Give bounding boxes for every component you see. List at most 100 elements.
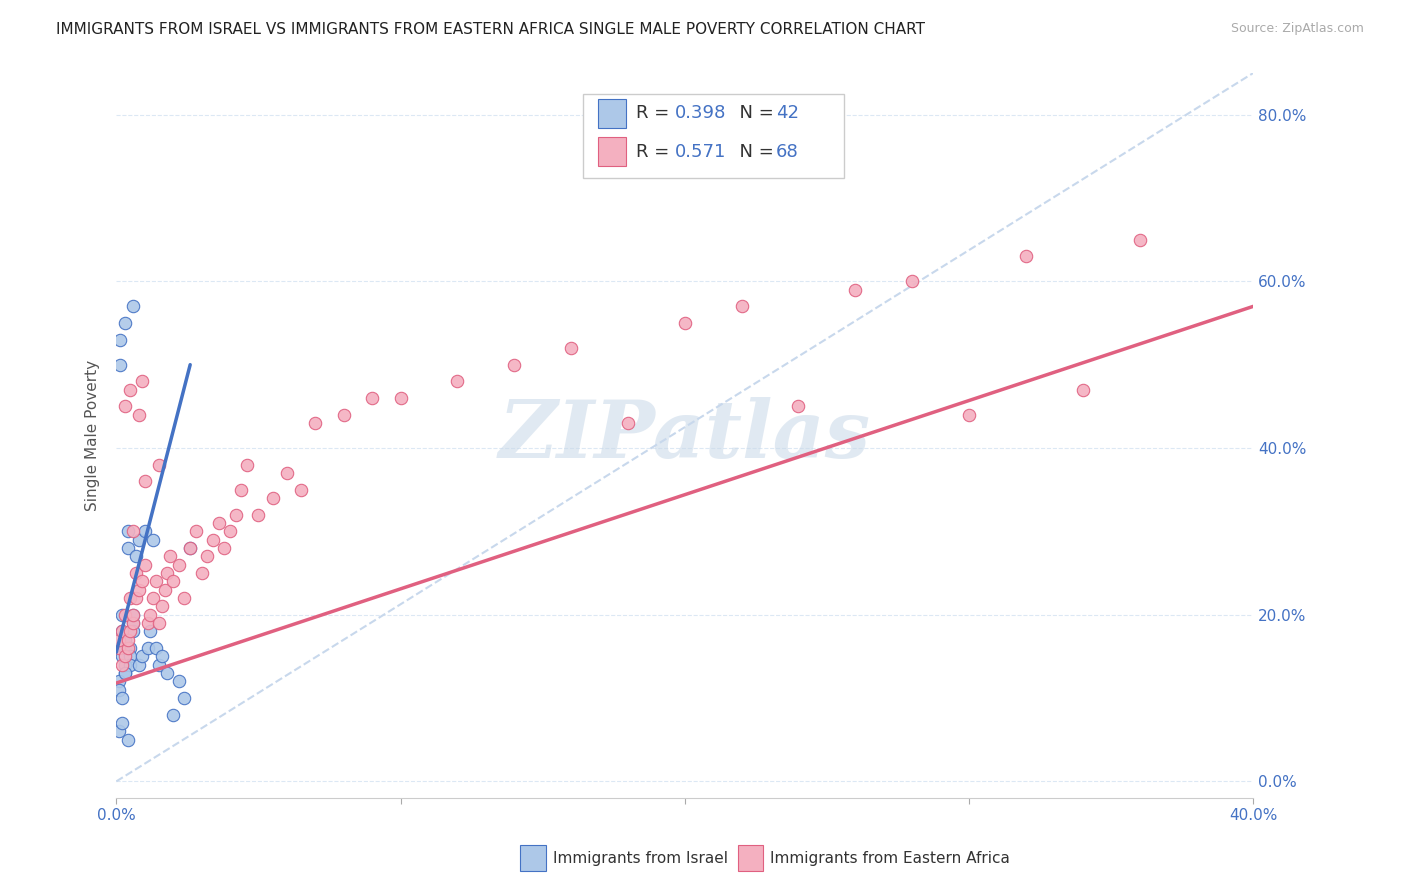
Point: [114, 666, 136, 681]
Point: [125, 591, 148, 605]
Point: [1071, 383, 1094, 397]
Point: [131, 649, 153, 664]
Point: [120, 624, 142, 639]
Point: [114, 632, 136, 647]
Point: [179, 541, 201, 555]
Point: [142, 591, 165, 605]
Text: N =: N =: [728, 143, 780, 161]
Text: 0.398: 0.398: [675, 104, 727, 122]
Y-axis label: Single Male Poverty: Single Male Poverty: [86, 360, 100, 511]
Point: [173, 691, 195, 706]
Point: [111, 657, 134, 672]
Point: [1015, 249, 1038, 263]
Point: [117, 632, 139, 647]
Point: [114, 607, 136, 622]
Point: [128, 533, 150, 547]
Point: [125, 566, 148, 580]
Point: [120, 641, 142, 656]
Point: [111, 624, 134, 639]
Point: [134, 558, 156, 572]
Point: [117, 541, 139, 555]
Point: [139, 607, 162, 622]
Point: [122, 607, 145, 622]
Point: [247, 508, 270, 522]
Point: [173, 591, 195, 605]
Text: N =: N =: [728, 104, 780, 122]
Point: [128, 408, 150, 422]
Point: [207, 516, 229, 530]
Text: 42: 42: [776, 104, 799, 122]
Point: [150, 649, 173, 664]
Point: [730, 299, 752, 313]
Point: [389, 391, 412, 405]
Point: [122, 299, 145, 313]
Point: [290, 483, 312, 497]
Point: [120, 383, 142, 397]
Point: [195, 549, 218, 564]
Point: [148, 615, 170, 630]
Point: [117, 524, 139, 539]
Point: [148, 458, 170, 472]
Text: 0.571: 0.571: [675, 143, 727, 161]
Point: [136, 615, 159, 630]
Point: [673, 316, 696, 330]
Text: R =: R =: [636, 104, 675, 122]
Text: IMMIGRANTS FROM ISRAEL VS IMMIGRANTS FROM EASTERN AFRICA SINGLE MALE POVERTY COR: IMMIGRANTS FROM ISRAEL VS IMMIGRANTS FRO…: [56, 22, 925, 37]
Point: [167, 674, 190, 689]
Point: [120, 649, 142, 664]
Point: [156, 666, 179, 681]
Point: [136, 641, 159, 656]
Point: [134, 475, 156, 489]
Text: Immigrants from Eastern Africa: Immigrants from Eastern Africa: [770, 851, 1011, 865]
Point: [332, 408, 354, 422]
Text: 68: 68: [776, 143, 799, 161]
Text: Immigrants from Israel: Immigrants from Israel: [553, 851, 727, 865]
Text: ZIPatlas: ZIPatlas: [499, 397, 870, 475]
Point: [150, 599, 173, 614]
Point: [190, 566, 212, 580]
Point: [120, 657, 142, 672]
Point: [122, 524, 145, 539]
Point: [162, 707, 184, 722]
Point: [134, 524, 156, 539]
Point: [901, 274, 924, 288]
Point: [128, 582, 150, 597]
Point: [114, 641, 136, 656]
Point: [145, 641, 167, 656]
Point: [111, 716, 134, 731]
Point: [957, 408, 980, 422]
Point: [111, 607, 134, 622]
Point: [446, 375, 468, 389]
Point: [117, 732, 139, 747]
Point: [214, 541, 236, 555]
Point: [236, 458, 259, 472]
Point: [122, 624, 145, 639]
Point: [617, 416, 640, 430]
Point: [122, 607, 145, 622]
Text: R =: R =: [636, 143, 675, 161]
Point: [225, 508, 247, 522]
Point: [276, 466, 298, 480]
Point: [108, 641, 131, 656]
Point: [114, 649, 136, 664]
Point: [262, 491, 284, 505]
Point: [361, 391, 384, 405]
Point: [122, 615, 145, 630]
Point: [844, 283, 866, 297]
Point: [219, 524, 242, 539]
Point: [114, 666, 136, 681]
Point: [304, 416, 326, 430]
Point: [156, 566, 179, 580]
Point: [114, 400, 136, 414]
Point: [120, 591, 142, 605]
Point: [108, 724, 131, 739]
Point: [231, 483, 253, 497]
Point: [167, 558, 190, 572]
Point: [128, 657, 150, 672]
Point: [114, 316, 136, 330]
Point: [153, 582, 176, 597]
Point: [117, 641, 139, 656]
Point: [179, 541, 201, 555]
Point: [108, 682, 131, 697]
Point: [122, 615, 145, 630]
